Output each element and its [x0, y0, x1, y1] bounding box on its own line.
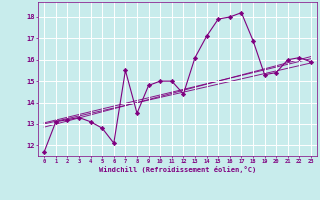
X-axis label: Windchill (Refroidissement éolien,°C): Windchill (Refroidissement éolien,°C) — [99, 166, 256, 173]
